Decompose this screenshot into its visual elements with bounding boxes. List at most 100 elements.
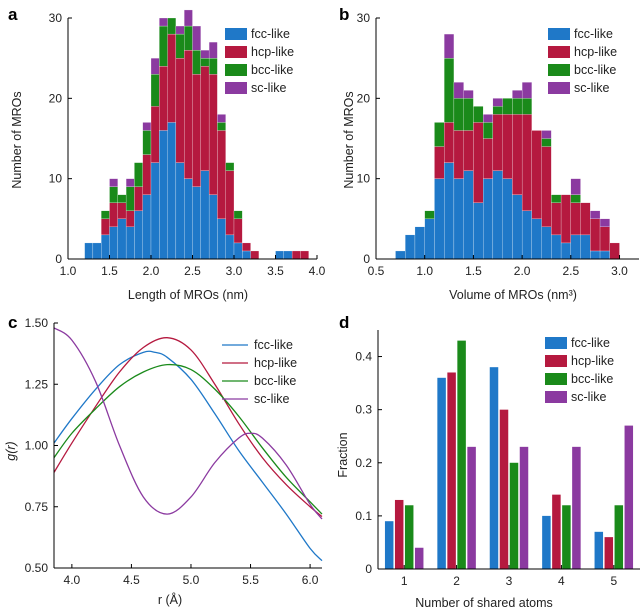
panel-d-bar-sc-like (572, 446, 581, 569)
panel-b-x-tick-label: 3.0 (611, 264, 628, 278)
panel-a-bar-bcc-like (159, 25, 168, 67)
panel-b-bar-sc-like (463, 90, 474, 99)
panel-a-bar-hcp-like (109, 202, 118, 227)
panel-a-bar-hcp-like (167, 33, 177, 123)
panel-a-bar-bcc-like (101, 210, 110, 219)
panel-b-x-tick-label: 2.5 (562, 264, 579, 278)
panel-b-bar-fcc-like (590, 250, 601, 260)
panel-a-bar-bcc-like (200, 58, 210, 67)
panel-a-bar-fcc-like (192, 186, 201, 260)
panel-a-legend-label: hcp-like (251, 45, 294, 59)
panel-d-y-tick-label: 0.3 (355, 403, 372, 417)
panel-d-y-tick-label: 0 (365, 562, 372, 576)
panel-b-bar-bcc-like (492, 106, 503, 115)
panel-a-bar-sc-like (125, 178, 135, 187)
panel-a-bar-fcc-like (208, 194, 218, 260)
panel-b-bar-hcp-like (483, 138, 494, 179)
panel-a-bar-fcc-like (242, 250, 251, 260)
panel-b-bar-bcc-like (502, 98, 513, 115)
panel-a-bar-hcp-like (134, 186, 143, 211)
panel-d-bar-fcc-like (542, 515, 551, 569)
panel-d-x-tick-label: 4 (558, 574, 565, 588)
panel-c-legend-label: hcp-like (254, 356, 297, 370)
panel-a-legend-swatch (225, 46, 247, 58)
panel-b-bar-hcp-like (590, 218, 601, 252)
panel-c-x-tick-label: 4.0 (64, 573, 81, 587)
panel-d-legend-swatch (545, 373, 567, 385)
panel-a-bar-fcc-like (200, 170, 210, 260)
panel-d-legend-swatch (545, 337, 567, 349)
panel-a-x-tick-label: 2.5 (184, 264, 201, 278)
panel-a-bar-fcc-like (84, 242, 94, 260)
panel-c-legend-label: fcc-like (254, 338, 293, 352)
panel-a-bar-bcc-like (117, 194, 127, 203)
panel-b-bar-fcc-like (599, 250, 610, 260)
panel-a-bar-sc-like (159, 17, 168, 27)
panel-a-bar-fcc-like (125, 226, 135, 260)
panel-c-legend-label: bcc-like (254, 374, 296, 388)
panel-b-bar-fcc-like (405, 234, 416, 260)
panel-b-bar-sc-like (483, 114, 494, 123)
panel-a-legend-swatch (225, 64, 247, 76)
panel-d-bar-bcc-like (614, 505, 624, 569)
panel-label-a: a (8, 5, 18, 24)
panel-b-legend-label: bcc-like (574, 63, 616, 77)
panel-b-bar-bcc-like (424, 210, 435, 219)
panel-a-bar-bcc-like (109, 186, 118, 203)
panel-a-bar-sc-like (150, 58, 160, 75)
panel-b-bar-fcc-like (395, 250, 406, 260)
panel-a-bar-hcp-like (184, 50, 193, 179)
panel-a-bar-bcc-like (184, 25, 193, 51)
panel-a-bar-fcc-like (167, 122, 177, 260)
panel-a-bar-fcc-like (159, 130, 168, 260)
panel-b-bar-bcc-like (434, 122, 445, 147)
panel-a-bar-hcp-like (217, 130, 226, 219)
panel-a-bar-fcc-like (184, 178, 193, 260)
panel-a-bar-hcp-like (233, 218, 243, 244)
panel-b-bar-bcc-like (570, 194, 581, 203)
panel-label-b: b (339, 5, 349, 24)
panel-b-bar-sc-like (541, 130, 552, 139)
panel-a: a Number of MROs Length of MROs (nm) 0 10… (8, 5, 326, 302)
panel-c-x-tick-label: 6.0 (302, 573, 319, 587)
panel-a-x-axis-label: Length of MROs (nm) (128, 288, 248, 302)
panel-d-bar-fcc-like (437, 377, 446, 569)
panel-a-bar-fcc-like (150, 162, 160, 260)
panel-b-x-tick-label: 0.5 (368, 264, 385, 278)
panel-a-bar-bcc-like (134, 162, 143, 187)
panel-b-legend-swatch (548, 46, 570, 58)
panel-a-bar-hcp-like (225, 170, 235, 236)
panel-c-line-bcc-like (53, 363, 323, 515)
panel-b-bar-fcc-like (580, 234, 591, 260)
panel-label-d: d (339, 313, 349, 332)
panel-d: d Fraction Number of shared atoms 0 0.1 0.… (336, 313, 640, 610)
panel-a-x-tick-label: 2.0 (143, 264, 160, 278)
panel-a-bar-bcc-like (125, 186, 135, 211)
panel-c-y-tick-label: 1.50 (25, 316, 49, 330)
panel-a-bar-hcp-like (125, 210, 135, 227)
panel-d-bar-bcc-like (404, 505, 414, 569)
panel-a-bar-bcc-like (142, 130, 152, 155)
panel-d-bar-fcc-like (384, 521, 394, 569)
panel-d-bar-fcc-like (489, 367, 499, 569)
panel-b-y-tick-label: 30 (357, 11, 371, 25)
panel-a-bar-sc-like (192, 25, 201, 51)
panel-a-bar-hcp-like (291, 250, 301, 260)
panel-c-x-tick-label: 5.0 (183, 573, 200, 587)
panel-b-bar-fcc-like (560, 242, 571, 260)
panel-a-bar-hcp-like (150, 106, 160, 163)
panel-a-bar-bcc-like (175, 33, 185, 59)
panel-a-bar-bcc-like (167, 17, 177, 35)
panel-b-bar-hcp-like (463, 130, 474, 171)
panel-a-legend-label: bcc-like (251, 63, 293, 77)
panel-b-bar-hcp-like (521, 114, 532, 211)
panel-d-x-tick-label: 2 (453, 574, 460, 588)
panel-a-y-tick-label: 10 (49, 172, 63, 186)
panel-b-bar-fcc-like (502, 178, 513, 260)
panel-d-x-tick-label: 1 (401, 574, 408, 588)
panel-b-y-tick-label: 10 (357, 172, 371, 186)
panel-a-y-tick-label: 0 (55, 252, 62, 266)
panel-b-bar-hcp-like (599, 226, 610, 252)
panel-b-legend-swatch (548, 82, 570, 94)
